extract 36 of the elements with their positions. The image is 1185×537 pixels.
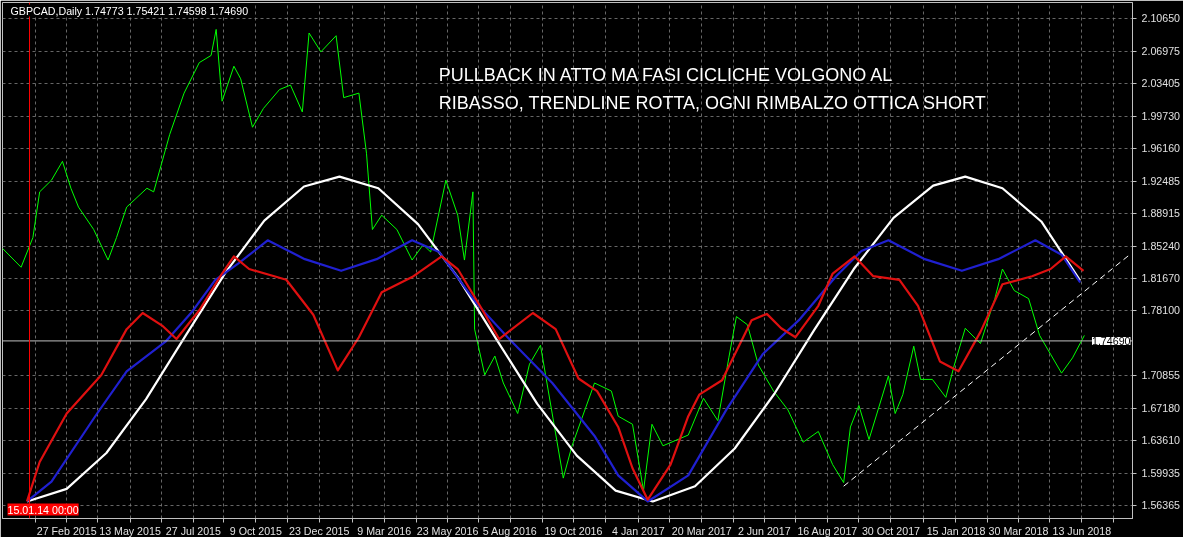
- x-tick-label: 16 Aug 2017: [797, 524, 858, 537]
- y-tick-label: 2.06975: [1141, 45, 1181, 58]
- x-tick-label: 13 May 2015: [99, 524, 161, 537]
- y-tick-label: 1.70855: [1141, 369, 1181, 382]
- x-tick-label: 30 Oct 2017: [861, 524, 921, 537]
- annotation: PULLBACK IN ATTO MA FASI CICLICHE VOLGONO AL RIBASSO, TRENDLINE ROTTA, OGNI RIMBALZO OTTICA SHORT: [438, 65, 986, 114]
- y-tick-label: 1.92485: [1141, 175, 1181, 188]
- y-tick-label: 1.81670: [1141, 272, 1181, 285]
- x-tick-label: 23 Dec 2015: [288, 524, 350, 537]
- x-tick-label: 23 May 2016: [416, 524, 479, 537]
- x-tick-label: 9 Oct 2015: [229, 524, 282, 537]
- x-tick-label: 9 Mar 2016: [357, 524, 412, 537]
- x-tick-label: 2 Jun 2017: [737, 524, 791, 537]
- x-tick-label: 5 Aug 2016: [482, 524, 537, 537]
- chart-title: GBPCAD,Daily 1.74773 1.75421 1.74598 1.74690: [10, 4, 249, 17]
- y-tick-label: 1.59935: [1141, 467, 1181, 480]
- x-tick-label: 19 Oct 2016: [544, 524, 603, 537]
- y-tick-label: 1.96160: [1141, 142, 1181, 155]
- x-tick-label: 30 Mar 2018: [988, 524, 1049, 537]
- x-tick-label: 20 Mar 2017: [671, 524, 732, 537]
- y-tick-label: 2.03405: [1141, 77, 1181, 90]
- y-tick-label: 1.56365: [1141, 499, 1181, 512]
- y-tick-label: 1.85240: [1141, 240, 1181, 253]
- y-tick-label: 1.78100: [1141, 304, 1181, 317]
- y-tick-label: 1.88915: [1141, 207, 1181, 220]
- x-tick-label: 27 Feb 2015: [36, 524, 97, 537]
- y-tick-label: 1.63610: [1141, 434, 1181, 447]
- y-tick-label: 1.67180: [1141, 402, 1181, 415]
- x-tick-label: 13 Jun 2018: [1052, 524, 1112, 537]
- x-tick-label: 27 Jul 2015: [165, 524, 221, 537]
- x-tick-label: 15 Jan 2018: [926, 524, 986, 537]
- x-tick-label: 4 Jan 2017: [612, 524, 665, 537]
- y-tick-label: 1.99730: [1141, 110, 1181, 123]
- y-tick-label: 2.10650: [1141, 12, 1181, 25]
- ref-line-label: 1.74690: [1091, 334, 1131, 347]
- ref-line-label: 15.01.14 00:00: [7, 503, 79, 516]
